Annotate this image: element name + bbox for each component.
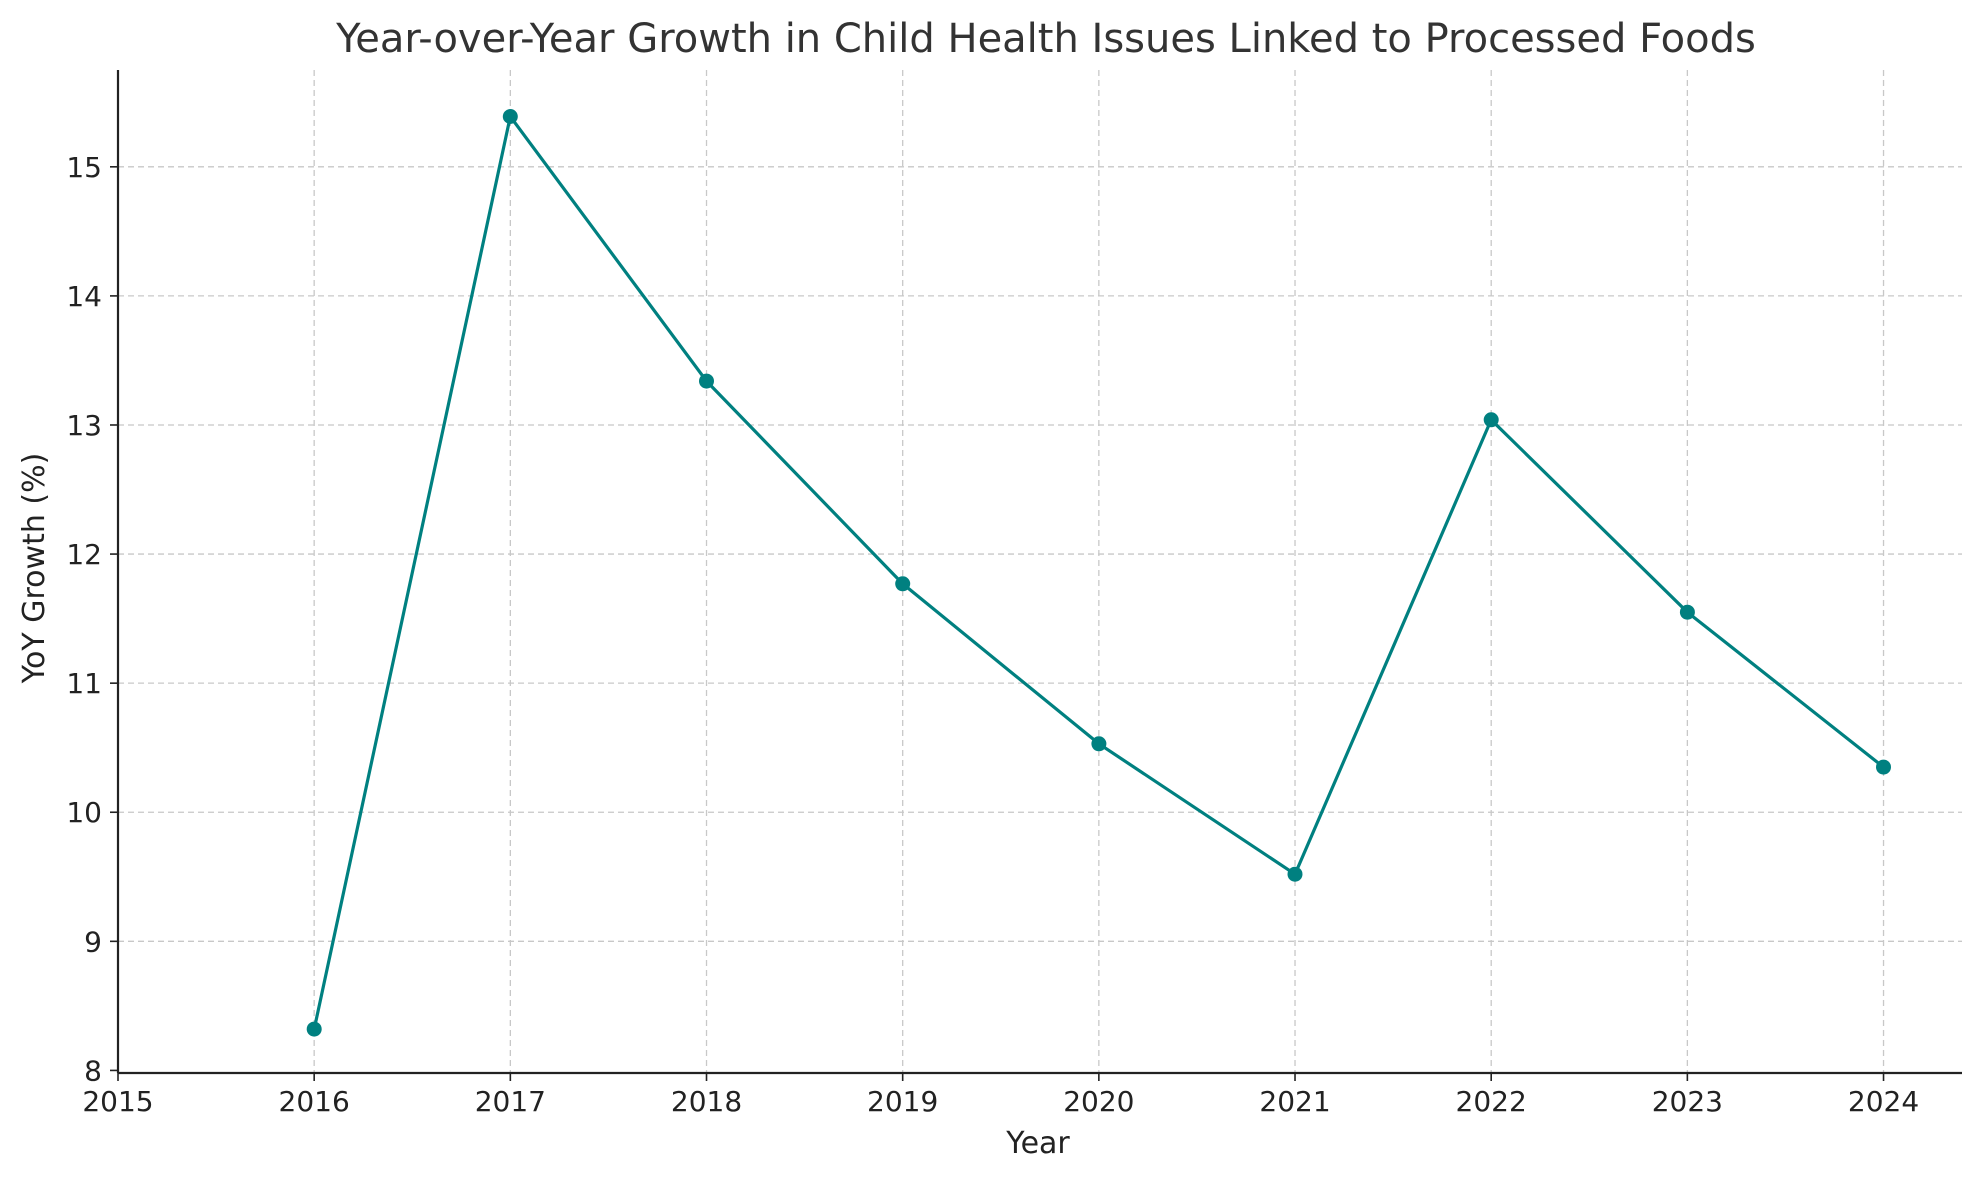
y-tick-label: 13 <box>66 409 102 442</box>
x-tick-label: 2016 <box>279 1085 350 1118</box>
y-tick-label: 12 <box>66 538 102 571</box>
x-tick-label: 2019 <box>867 1085 938 1118</box>
y-tick-label: 15 <box>66 151 102 184</box>
x-tick-label: 2015 <box>82 1085 153 1118</box>
x-axis-label: Year <box>1005 1126 1070 1161</box>
ticks: 2015 2016 2017 2018 2019 2020 2021 2022 2023 2024… <box>66 151 1919 1118</box>
x-tick-label: 2021 <box>1259 1085 1330 1118</box>
data-point <box>306 1021 322 1037</box>
axes <box>116 70 1962 1075</box>
data-point <box>1876 759 1891 775</box>
data-point <box>1679 604 1695 620</box>
data-point <box>502 109 518 124</box>
x-tick-label: 2023 <box>1652 1085 1723 1118</box>
data-point <box>1483 412 1499 428</box>
y-tick-label: 10 <box>66 796 102 829</box>
x-tick-label: 2020 <box>1063 1085 1134 1118</box>
y-axis-label: YoY Growth (%) <box>17 453 52 685</box>
series <box>306 109 1891 1037</box>
data-point <box>1287 866 1303 882</box>
y-tick-label: 11 <box>66 667 102 700</box>
x-tick-label: 2017 <box>475 1085 546 1118</box>
x-tick-label: 2024 <box>1848 1085 1919 1118</box>
y-tick-label: 9 <box>84 925 102 958</box>
y-tick-label: 8 <box>84 1054 102 1087</box>
grid <box>118 70 1962 1073</box>
data-point <box>1091 736 1107 752</box>
x-tick-label: 2018 <box>671 1085 742 1118</box>
y-tick-label: 14 <box>66 280 102 313</box>
chart-title: Year-over-Year Growth in Child Health Is… <box>335 16 1756 62</box>
data-point <box>699 373 714 389</box>
data-point <box>895 576 911 592</box>
x-tick-label: 2022 <box>1456 1085 1527 1118</box>
